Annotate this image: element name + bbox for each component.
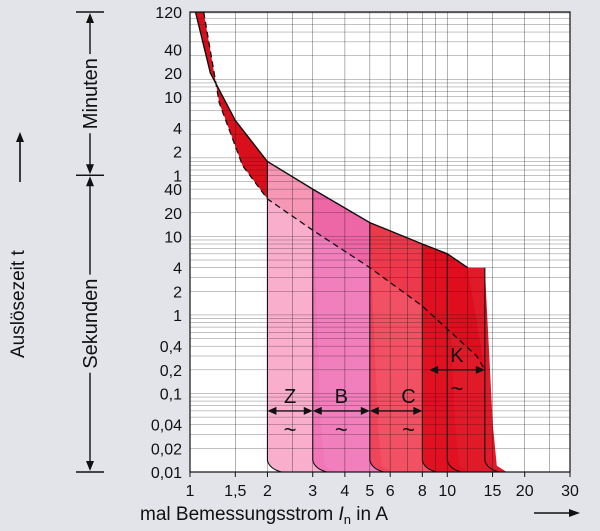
x-axis-ticks: 1 1,5 2 3 4 5 6 8 10 15 20 30 (186, 472, 579, 500)
y-tick-label-seconds: 0,2 (160, 363, 182, 380)
range-arrowhead (86, 176, 94, 187)
y-axis-arrowhead (16, 132, 24, 142)
x-tick-label: 15 (484, 483, 502, 500)
region-K (422, 244, 507, 472)
y-tick-label-seconds: 10 (164, 229, 182, 246)
x-tick-label: 10 (438, 483, 456, 500)
x-tick-label: 3 (308, 483, 317, 500)
y-tick-label-minutes: 20 (164, 66, 182, 83)
boundary-line (369, 222, 384, 473)
range-label: Minuten (80, 58, 102, 129)
boundary-line (312, 189, 327, 473)
series-label: B (335, 386, 348, 408)
x-tick-label: 8 (418, 483, 427, 500)
y-tick-label-minutes: 120 (155, 5, 182, 22)
boundary-line (266, 161, 282, 473)
y-tick-label-seconds: 0,1 (160, 386, 182, 403)
x-tick-label: 5 (365, 483, 374, 500)
x-axis-arrowhead (569, 509, 580, 517)
range-label: Sekunden (80, 279, 102, 369)
range-label-bg (79, 54, 101, 134)
y-tick-label-seconds: 0,04 (151, 418, 182, 435)
range-arrowhead (86, 461, 94, 471)
y-tick-label-seconds: 1 (173, 308, 182, 325)
y-tick-label-minutes: 4 (173, 121, 182, 138)
y-tick-label-seconds: 20 (164, 206, 182, 223)
x-tick-label: 6 (386, 483, 395, 500)
y-tick-label-minutes: 10 (164, 90, 182, 107)
ac-symbol: ~ (335, 417, 348, 442)
y-tick-label-seconds: 0,4 (160, 339, 182, 356)
x-tick-label: 4 (340, 483, 349, 500)
range-arrowhead (86, 164, 94, 175)
plot-frame (189, 11, 571, 473)
ac-symbol: ~ (284, 417, 297, 442)
x-axis-label: mal Bemessungsstrom In in A (140, 504, 388, 527)
series-range-arrowhead (267, 406, 277, 415)
series-range-labels: Z ~ B ~ C ~ K ~ (267, 345, 485, 442)
x-tick-label: 2 (263, 483, 272, 500)
series-range-arrowhead (312, 406, 322, 415)
y-tick-label-minutes: 2 (173, 145, 182, 162)
y-axis-label: Auslösezeit t (8, 250, 29, 358)
ac-symbol: ~ (451, 376, 464, 401)
upper-curve (194, 11, 468, 269)
x-tick-label: 1 (186, 483, 195, 500)
y-tick-label-seconds: 4 (173, 261, 182, 278)
ac-symbol: ~ (402, 417, 415, 442)
y-tick-label-seconds: 40 (164, 182, 182, 199)
series-label: Z (284, 386, 296, 408)
y-axis-title: Auslösezeit t (8, 132, 29, 358)
y-tick-label-minutes: 40 (164, 42, 182, 59)
x-tick-label: 30 (561, 483, 579, 500)
y-tick-label-seconds: 0,02 (151, 441, 182, 458)
x-tick-label: 20 (516, 483, 534, 500)
series-label: K (450, 345, 464, 367)
series-range-arrowhead (360, 406, 370, 415)
time-range-markers: Minuten Sekunden (76, 11, 104, 473)
boundary-line (446, 253, 462, 473)
series-range-arrowhead (303, 406, 313, 415)
boundary-line (421, 244, 437, 473)
y-tick-label-seconds: 0,01 (151, 465, 182, 482)
y-tick-label-minutes: 1 (173, 168, 182, 185)
x-axis-title: mal Bemessungsstrom In in A (140, 504, 580, 527)
series-range-arrowhead (413, 406, 423, 415)
series-range-arrowhead (429, 365, 439, 374)
y-axis-ticks: 1204020104214020104210,40,20,10,040,020,… (151, 5, 182, 482)
series-range-arrowhead (475, 365, 485, 374)
range-label-bg (79, 274, 101, 373)
series-range-arrowhead (369, 406, 379, 415)
x-tick-label: 1,5 (224, 483, 246, 500)
series-label: C (401, 386, 415, 408)
range-arrowhead (86, 13, 94, 23)
boundary-line (484, 267, 499, 473)
y-tick-label-seconds: 2 (173, 284, 182, 301)
characteristic-boundaries (266, 161, 499, 473)
